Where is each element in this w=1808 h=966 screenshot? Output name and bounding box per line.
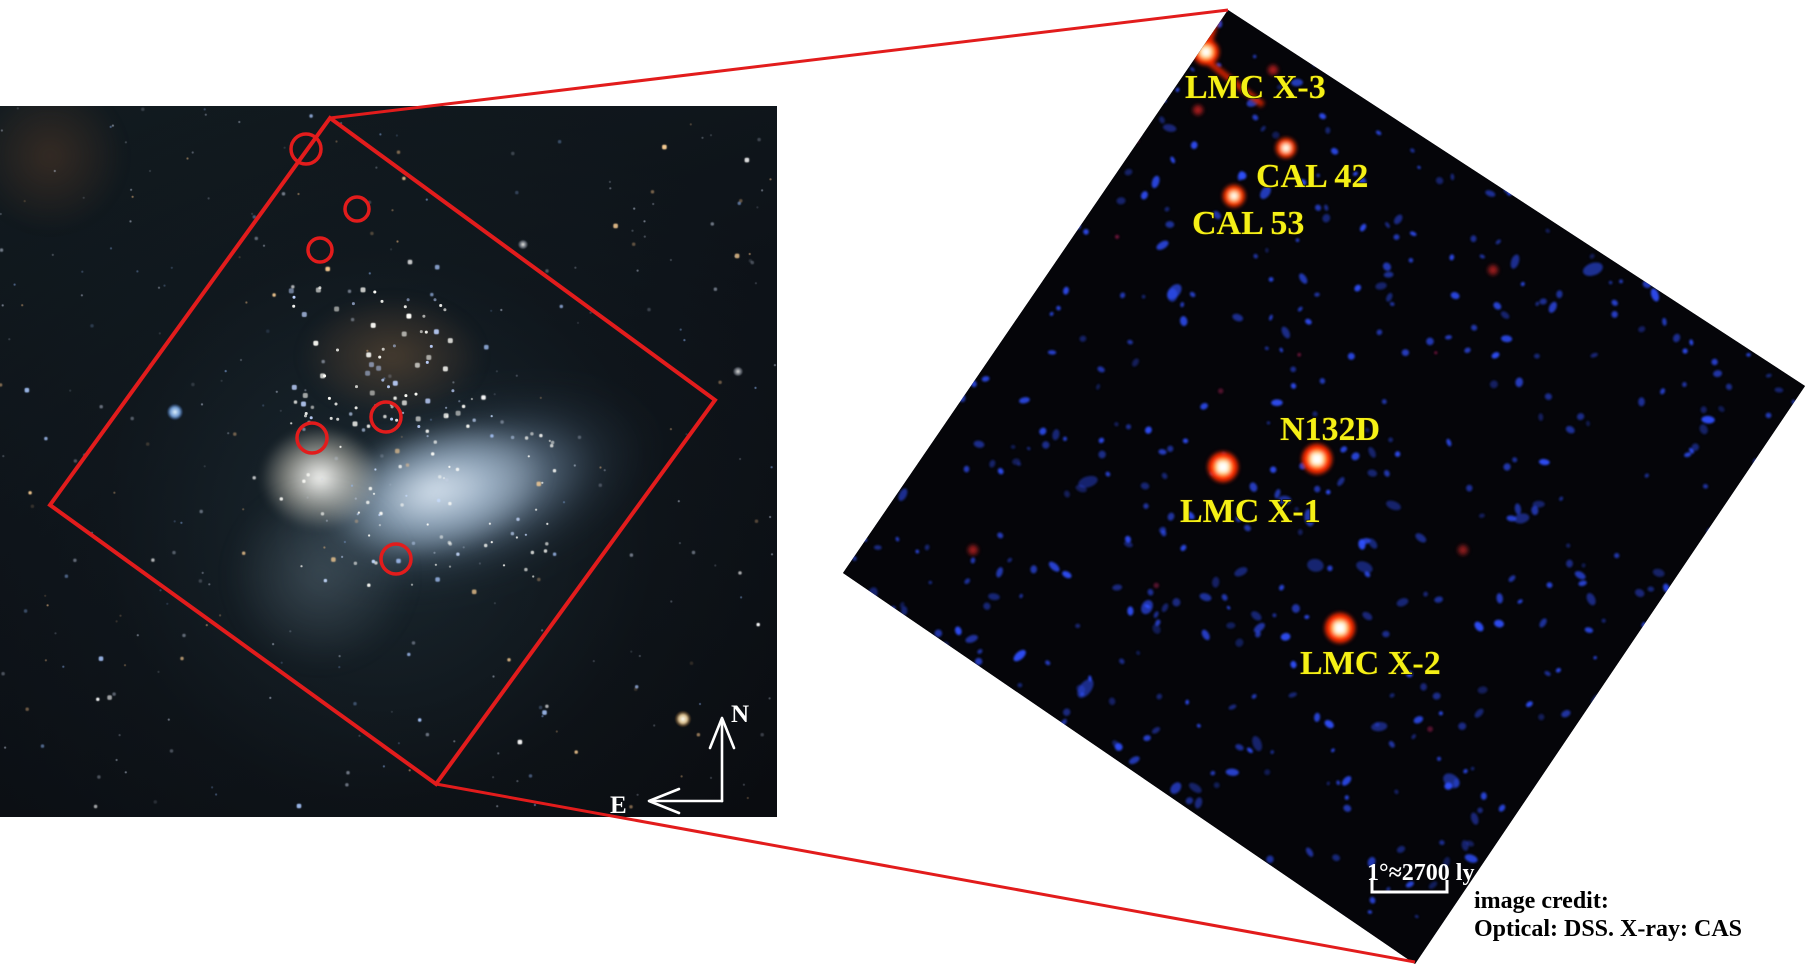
- svg-text:CAL 53: CAL 53: [1192, 205, 1304, 242]
- svg-text:N132D: N132D: [1280, 411, 1380, 448]
- svg-text:LMC X-1: LMC X-1: [1180, 493, 1321, 530]
- svg-text:image credit:: image credit:: [1474, 888, 1609, 914]
- svg-text:LMC X-2: LMC X-2: [1300, 645, 1441, 682]
- svg-text:CAL 42: CAL 42: [1256, 158, 1368, 195]
- svg-text:LMC X-3: LMC X-3: [1185, 69, 1326, 106]
- svg-text:Optical: DSS. X-ray: CAS: Optical: DSS. X-ray: CAS: [1474, 916, 1742, 942]
